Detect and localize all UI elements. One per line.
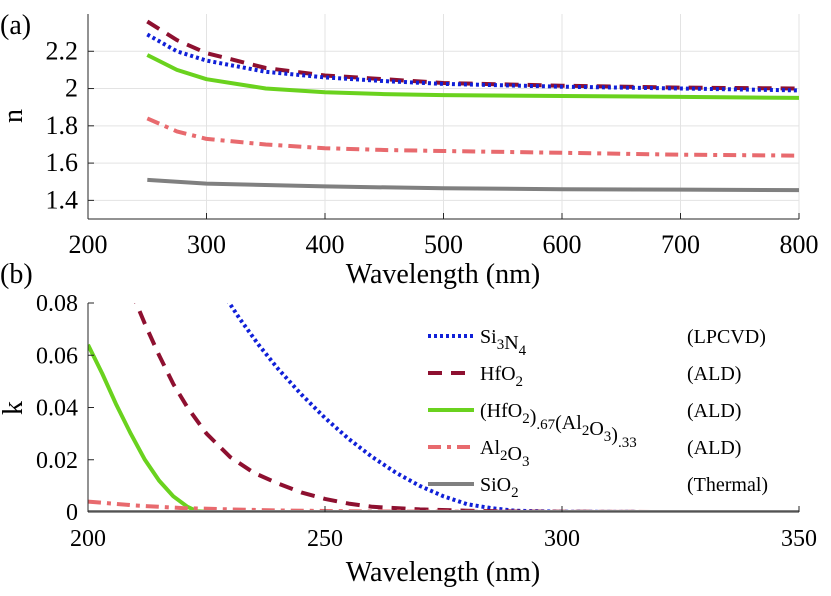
panel-b-x-ticks: 200 250 300 350 [70, 506, 817, 552]
x-tick-label: 200 [69, 230, 108, 259]
panel-a-y-axis-label: n [0, 109, 29, 123]
panel-a-grid [87, 14, 800, 219]
panel-b-y-axis-label: k [0, 401, 29, 415]
x-tick-label: 800 [780, 230, 819, 259]
legend-method-hfo2: (ALD) [687, 363, 741, 385]
legend-label-hfalo: (HfO2).67(Al2O3).33 [480, 400, 637, 451]
panel-a-series [146, 19, 799, 193]
panel-a-label: (a) [0, 10, 31, 41]
x-tick-label: 300 [187, 230, 226, 259]
panel-a-series-si3n4 [146, 32, 799, 93]
x-tick-label: 500 [424, 230, 463, 259]
panel-a-series-al2o3 [146, 116, 799, 158]
legend-method-hfalo: (ALD) [687, 400, 741, 422]
y-tick-label: 2.2 [46, 36, 79, 65]
panel-a-series-hfo2 [146, 19, 799, 91]
legend-method-si3n4: (LPCVD) [687, 326, 766, 348]
y-tick-label: 0.02 [36, 448, 78, 474]
panel-b-x-axis-label: Wavelength (nm) [346, 557, 540, 588]
x-tick-label: 250 [307, 526, 343, 552]
panel-b-label: (b) [0, 259, 33, 290]
panel-a-refractive-index: (a) 200 300 400 500 600 700 800 1.41.61.822.2 … [0, 10, 819, 290]
legend-method-al2o3: (ALD) [687, 437, 741, 459]
panel-b-legend: Si3N4 (LPCVD) HfO2 (ALD) (HfO2).67(Al2O3).33… [428, 326, 768, 501]
y-tick-label: 0 [66, 500, 78, 526]
panel-a-series-sio2 [147, 177, 799, 193]
panel-a-series-hfalo [146, 53, 799, 100]
y-tick-label: 1.8 [46, 111, 79, 140]
x-tick-label: 350 [781, 526, 817, 552]
panel-a-x-ticks: 200 300 400 500 600 700 800 [69, 213, 819, 259]
y-tick-label: 0.06 [36, 343, 78, 369]
legend-label-al2o3: Al2O3 [480, 437, 529, 470]
y-tick-label: 1.6 [46, 148, 79, 177]
x-tick-label: 400 [306, 230, 345, 259]
y-tick-label: 1.4 [46, 185, 79, 214]
x-tick-label: 600 [543, 230, 582, 259]
x-tick-label: 700 [661, 230, 700, 259]
x-tick-label: 200 [70, 526, 106, 552]
panel-b-extinction-coefficient: (b) 200 250 300 350 0 0.02 0.04 0.06 0.08 Wavel… [0, 259, 817, 588]
panel-a-x-axis-label: Wavelength (nm) [346, 259, 540, 290]
legend-label-hfo2: HfO2 [480, 363, 523, 390]
panel-a-y-ticks: 1.4 1.6 1.8 2 2.2 [46, 36, 94, 214]
x-tick-label: 300 [544, 526, 580, 552]
y-tick-label: 0.08 [36, 291, 78, 317]
legend-label-si3n4: Si3N4 [480, 326, 527, 359]
legend-label-sio2: SiO2 [480, 474, 519, 501]
panel-b-series-hfalo [88, 343, 799, 512]
y-tick-label: 2 [65, 74, 78, 103]
panel-b-y-ticks: 0 0.02 0.04 0.06 0.08 [36, 291, 94, 526]
legend-method-sio2: (Thermal) [687, 474, 768, 496]
y-tick-label: 0.04 [36, 396, 78, 422]
